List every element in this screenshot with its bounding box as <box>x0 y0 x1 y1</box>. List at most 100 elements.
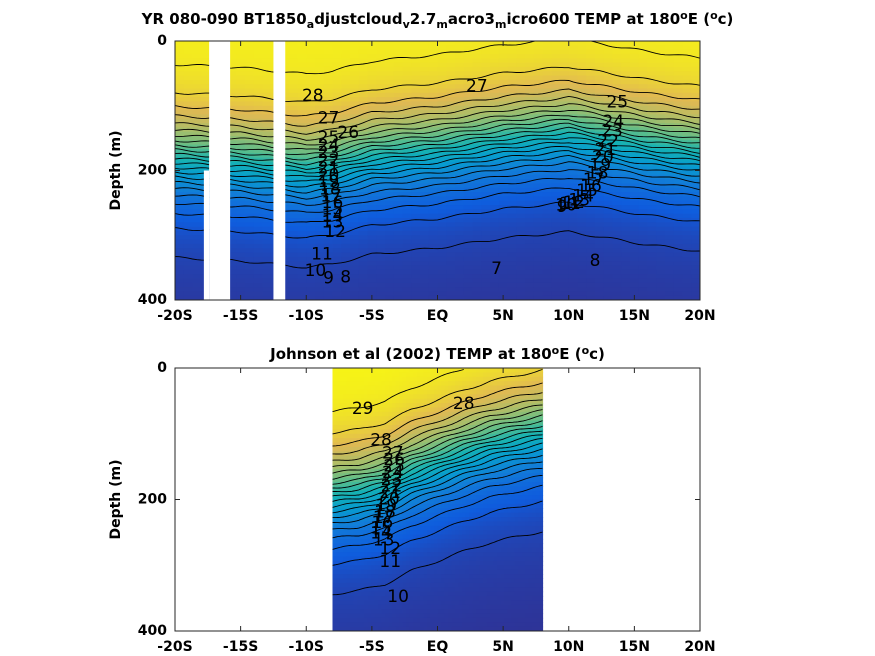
contour-label: 10 <box>387 587 409 607</box>
contour-line <box>175 118 700 156</box>
contour-line <box>332 467 543 530</box>
contour-line <box>175 169 700 206</box>
contour-label: 21 <box>595 140 617 160</box>
contour-label: 21 <box>379 483 401 503</box>
contour-line <box>175 146 700 182</box>
contour-label: 22 <box>318 151 340 171</box>
y-tick-label: 0 <box>157 360 167 376</box>
x-tick-label: 20N <box>684 639 715 655</box>
contour-line <box>175 88 700 127</box>
contour-label: 12 <box>379 539 401 559</box>
x-tick-label: -20S <box>157 639 192 655</box>
missing-data-band <box>209 41 231 300</box>
contour-label: 18 <box>319 179 341 199</box>
contour-line <box>332 399 543 461</box>
contour-line <box>332 409 543 474</box>
contour-label: 9 <box>557 197 568 217</box>
contour-line <box>175 137 700 174</box>
contour-line <box>175 142 700 177</box>
contour-label: 11 <box>379 552 401 572</box>
contour-label: 15 <box>370 518 392 538</box>
contour-line <box>175 114 700 150</box>
contour-label: 24 <box>603 112 625 132</box>
y-tick-label: 400 <box>138 292 167 308</box>
contour-label: 28 <box>453 394 475 414</box>
contour-line <box>332 474 543 539</box>
x-tick-label: 5N <box>492 639 513 655</box>
contour-line <box>175 79 700 117</box>
x-tick-label: -5S <box>359 639 385 655</box>
contour-line <box>175 126 700 166</box>
contour-label: 25 <box>606 93 628 113</box>
contour-label: 27 <box>466 76 488 96</box>
chart-title: Johnson et al (2002) TEMP at 180oE (oc) <box>269 344 605 363</box>
contour-line <box>175 187 700 223</box>
contour-label: 14 <box>322 206 344 226</box>
contour-line <box>175 41 700 75</box>
x-tick-label: 15N <box>619 639 650 655</box>
contour-line <box>175 103 700 141</box>
contour-label: 16 <box>580 177 602 197</box>
y-tick-label: 0 <box>157 33 167 49</box>
contour-lines <box>175 41 700 269</box>
x-tick-label: EQ <box>427 639 449 655</box>
y-tick-label: 200 <box>138 492 167 508</box>
contour-label: 28 <box>370 430 392 450</box>
contour-line <box>332 404 543 468</box>
contour-label: 21 <box>318 159 340 179</box>
contour-label: 19 <box>589 155 611 175</box>
contour-label: 20 <box>592 148 614 168</box>
contour-label: 20 <box>318 166 340 186</box>
contour-label: 11 <box>559 194 581 214</box>
contour-label: 22 <box>381 476 403 496</box>
contour-lines <box>332 369 543 596</box>
x-tick-label: -15S <box>223 308 258 324</box>
x-tick-label: EQ <box>427 308 449 324</box>
contour-label: 14 <box>572 186 594 206</box>
y-axis-label: Depth (m) <box>108 130 124 210</box>
bottom-panel: 29 28282726252423222120191817161514131211… <box>108 344 716 655</box>
contour-label: 18 <box>374 503 396 523</box>
contour-label: 23 <box>318 143 340 163</box>
contour-label: 17 <box>583 170 605 190</box>
contour-line <box>332 425 543 489</box>
contour-label: 27 <box>382 443 404 463</box>
missing-data-band <box>273 41 286 300</box>
contour-label: 16 <box>322 193 344 213</box>
contour-line <box>175 150 700 188</box>
contour-line <box>332 420 543 485</box>
contour-label: 13 <box>373 530 395 550</box>
y-tick-label: 200 <box>138 163 167 179</box>
contour-label: 12 <box>324 222 346 242</box>
contour-label: 8 <box>340 267 351 287</box>
contour-line <box>332 369 543 435</box>
contour-labels: 29 28282726252423222120191817161514131211… <box>352 394 475 607</box>
contour-label: 9 <box>323 269 334 289</box>
x-tick-label: 10N <box>553 639 584 655</box>
contour-line <box>332 448 543 514</box>
contour-label: 12 <box>563 193 585 213</box>
contour-line <box>175 154 700 194</box>
contour-label: 15 <box>322 199 344 219</box>
contour-label: 7 <box>491 259 502 279</box>
x-tick-label: 20N <box>684 308 715 324</box>
contour-label: 23 <box>601 122 623 142</box>
contour-line <box>332 484 543 550</box>
contour-label: 27 <box>318 109 340 129</box>
contour-line <box>175 122 700 161</box>
contour-label: 25 <box>383 457 405 477</box>
contour-line <box>332 434 543 497</box>
contour-label: 28 <box>302 86 324 106</box>
x-tick-label: -15S <box>223 639 258 655</box>
contour-line <box>332 392 543 455</box>
contour-line <box>175 178 700 213</box>
contour-line <box>175 109 700 146</box>
contour-line <box>175 230 700 269</box>
contour-label: 17 <box>320 186 342 206</box>
contour-label: 10 <box>555 195 577 215</box>
contour-line <box>332 414 543 480</box>
contour-label: 23 <box>381 470 403 490</box>
contour-label: 26 <box>337 123 359 143</box>
